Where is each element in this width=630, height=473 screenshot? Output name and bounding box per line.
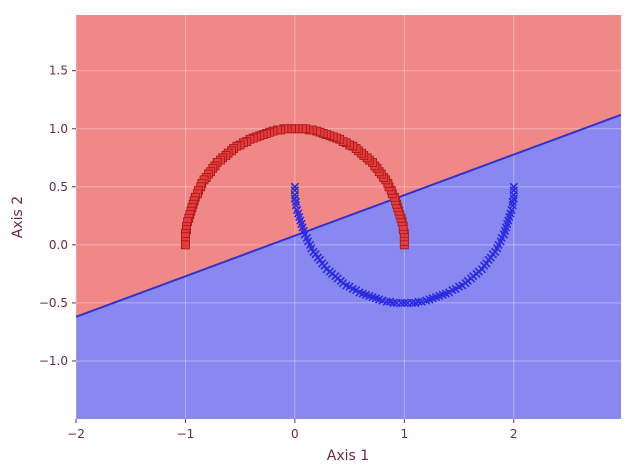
decision-boundary-line — [76, 113, 621, 318]
x-point — [509, 186, 518, 195]
square-point — [181, 240, 190, 250]
x-axis-ticks: −2 −1 0 1 2 — [67, 419, 518, 441]
x-point — [290, 182, 300, 191]
x-point — [290, 190, 300, 200]
x-point — [414, 297, 423, 306]
x-point — [291, 197, 301, 207]
x-point — [509, 182, 518, 191]
x-point — [407, 298, 417, 308]
region-lower — [76, 114, 621, 419]
y-tick-label: −0.5 — [39, 296, 68, 310]
x-tick-label: −2 — [67, 427, 85, 441]
series-squares — [181, 124, 409, 250]
y-tick-label: 1.5 — [49, 64, 68, 78]
x-axis-title: Axis 1 — [327, 448, 369, 464]
x-tick-label: 2 — [510, 427, 518, 441]
series-crosses — [290, 182, 518, 308]
y-axis-title: Axis 2 — [10, 196, 26, 238]
x-point — [396, 298, 406, 308]
y-axis-ticks: −1.0 −0.5 0.0 0.5 1.0 1.5 — [39, 64, 76, 368]
y-tick-label: 0.0 — [49, 238, 68, 252]
x-point — [508, 201, 517, 210]
x-point — [389, 298, 398, 308]
y-tick-label: 0.5 — [49, 180, 68, 194]
x-tick-label: −1 — [177, 427, 195, 441]
x-point — [400, 298, 409, 308]
y-tick-label: −1.0 — [39, 354, 68, 368]
decision-regions — [76, 15, 621, 419]
x-tick-label: 0 — [291, 427, 299, 441]
x-tick-label: 1 — [400, 427, 408, 441]
x-point — [509, 194, 518, 203]
y-tick-label: 1.0 — [49, 122, 68, 136]
x-point — [382, 297, 391, 306]
region-upper — [76, 15, 621, 317]
